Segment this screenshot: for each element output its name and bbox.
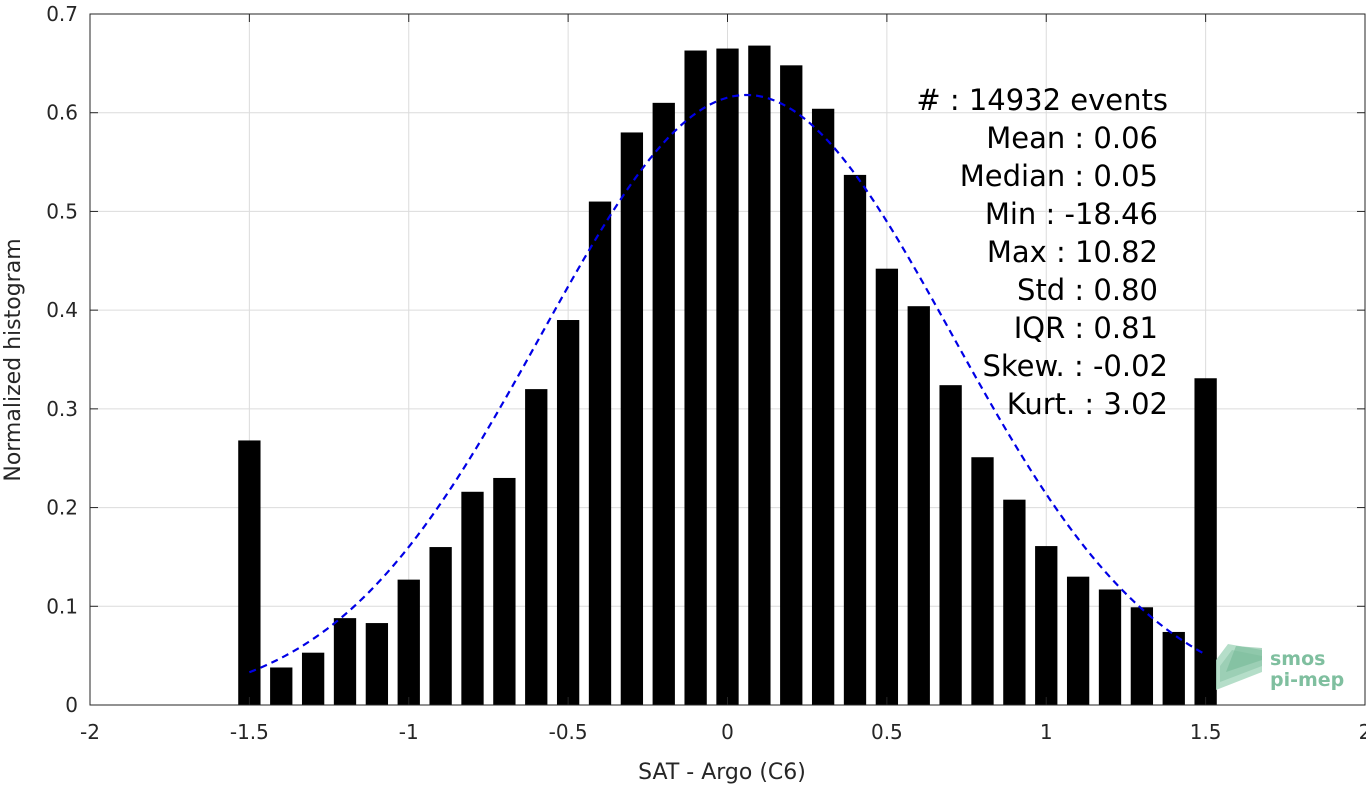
histogram-bar [1066, 576, 1090, 705]
smos-pi-mep-logo: smos pi-mep [1216, 644, 1344, 691]
y-axis-label: Normalized histogram [1, 238, 26, 481]
histogram-bar [684, 50, 707, 705]
histogram-bar [1162, 631, 1185, 705]
stat-line: Std : 0.80 [1017, 273, 1158, 307]
x-tick-label: 1 [1040, 720, 1053, 744]
logo-wave-icon [1216, 644, 1262, 690]
histogram-bar [907, 306, 930, 705]
histogram-bar [716, 48, 739, 706]
x-tick-label: 2 [1359, 720, 1366, 744]
y-tick-label: 0.7 [46, 2, 78, 26]
bars [238, 45, 1217, 706]
histogram-bar [811, 108, 835, 705]
histogram-bar [556, 320, 580, 705]
x-tick-label: 0.5 [871, 720, 903, 744]
histogram-bar [588, 201, 612, 706]
histogram-bar [301, 652, 325, 705]
x-tick-labels: -2 -1.5 -1 -0.5 0 0.5 1 1.5 2 [80, 720, 1366, 744]
histogram-bar [939, 385, 962, 705]
histogram-bar [748, 45, 771, 706]
statistics-annotation: # : 14932 events Mean : 0.06 Median : 0.05… [916, 83, 1168, 421]
logo-line-smos: smos [1270, 648, 1325, 670]
stat-line: Mean : 0.06 [986, 121, 1158, 155]
x-tick-label: -2 [80, 720, 100, 744]
stat-line: Kurt. : 3.02 [1007, 387, 1168, 421]
histogram-bar [270, 667, 293, 705]
histogram-bar [525, 389, 548, 705]
histogram-bar [780, 65, 803, 706]
histogram-bar [493, 477, 516, 705]
x-tick-label: 0 [721, 720, 734, 744]
histogram-bar [843, 174, 867, 705]
histogram-bar [1194, 378, 1217, 705]
logo-line-pimep: pi-mep [1270, 669, 1344, 691]
gaussian-fit-curve [248, 93, 1207, 674]
stat-line: Min : -18.46 [985, 197, 1158, 231]
x-tick-label: -1.5 [230, 720, 269, 744]
histogram-bar [1130, 607, 1154, 705]
y-tick-label: 0.6 [46, 101, 78, 125]
y-tick-label: 0 [65, 693, 78, 717]
stat-line: Max : 10.82 [987, 235, 1158, 269]
histogram-bar [429, 547, 452, 705]
histogram-bar [333, 618, 357, 705]
histogram-bar [971, 457, 994, 705]
histogram-bar [238, 440, 261, 705]
x-tick-label: -0.5 [549, 720, 588, 744]
histogram-bar [1035, 546, 1058, 705]
y-tick-label: 0.5 [46, 199, 78, 223]
histogram-bar [1003, 499, 1026, 705]
y-tick-labels: 0 0.1 0.2 0.3 0.4 0.5 0.6 0.7 [46, 2, 78, 717]
histogram-bar [397, 579, 420, 705]
histogram-bar [652, 102, 675, 706]
histogram-bar [1098, 589, 1122, 705]
histogram-bar [365, 623, 389, 705]
stat-line: Median : 0.05 [960, 159, 1158, 193]
stat-line: # : 14932 events [916, 83, 1168, 117]
stat-line: IQR : 0.81 [1014, 311, 1158, 345]
x-tick-label: -1 [399, 720, 419, 744]
y-tick-label: 0.3 [46, 397, 78, 421]
axis-ticks [89, 13, 1366, 706]
y-tick-label: 0.4 [46, 298, 78, 322]
histogram-bar [461, 491, 484, 705]
x-tick-label: 1.5 [1190, 720, 1222, 744]
y-tick-label: 0.2 [46, 496, 78, 520]
histogram-bar [875, 268, 899, 705]
x-axis-label: SAT - Argo (C6) [638, 760, 806, 785]
stat-line: Skew. : -0.02 [982, 349, 1168, 383]
histogram-bar [620, 132, 644, 705]
y-tick-label: 0.1 [46, 594, 78, 618]
